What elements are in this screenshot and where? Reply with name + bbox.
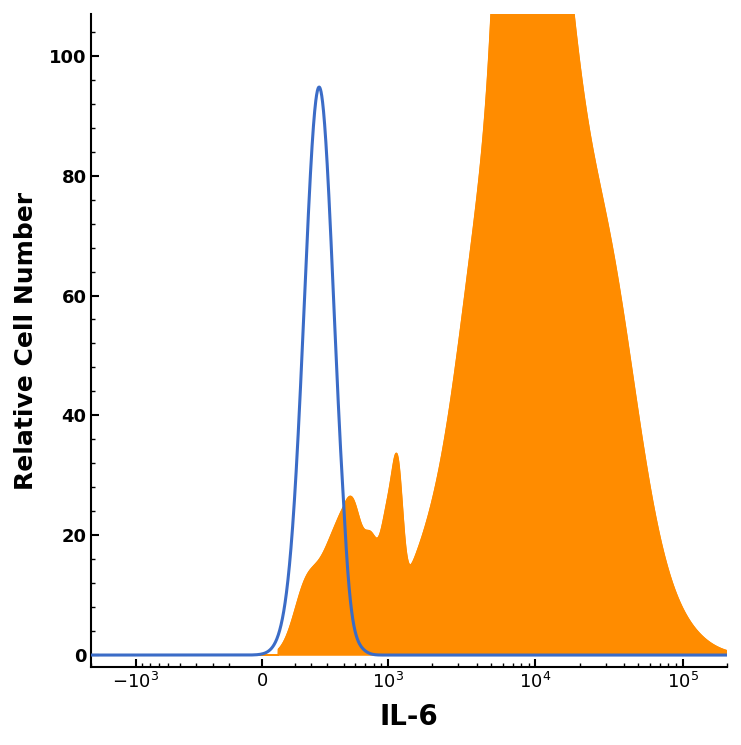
Y-axis label: Relative Cell Number: Relative Cell Number: [14, 191, 38, 489]
X-axis label: IL-6: IL-6: [380, 703, 439, 731]
